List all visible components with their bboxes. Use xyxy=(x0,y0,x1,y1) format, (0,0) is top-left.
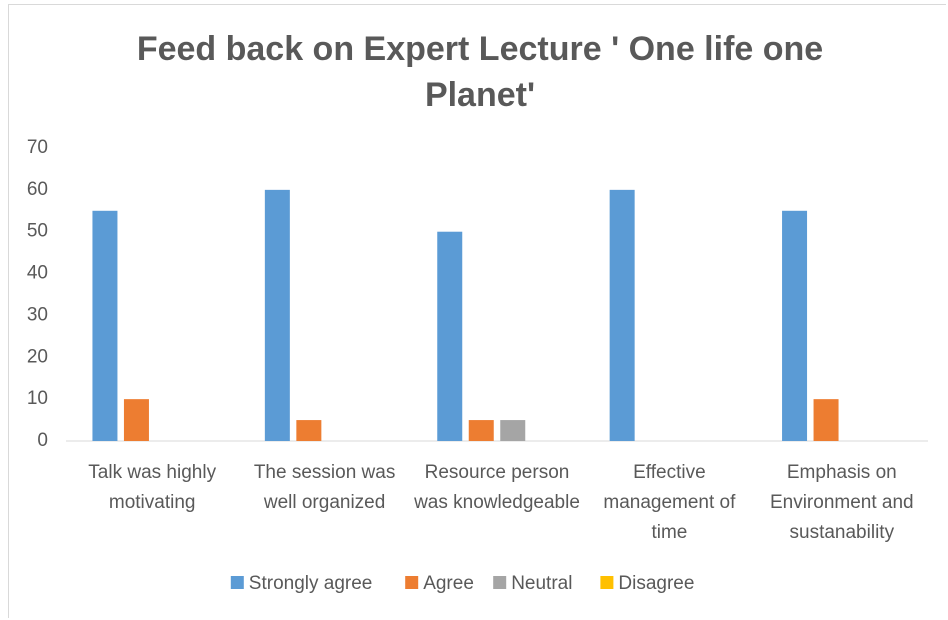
legend-swatch xyxy=(493,576,507,589)
bar xyxy=(500,420,526,441)
bar xyxy=(609,189,635,441)
bar xyxy=(468,420,494,441)
y-tick-label: 30 xyxy=(27,304,48,325)
x-tick-label: Effective management of time xyxy=(603,462,736,543)
x-tick-label: Emphasis on Environment and sustanabilit… xyxy=(769,462,914,543)
y-tick-label: 40 xyxy=(27,263,48,284)
chart-title: Feed back on Expert Lecture ' One life o… xyxy=(136,30,824,114)
legend-label: Agree xyxy=(423,573,474,594)
x-tick-label: The session was well organized xyxy=(253,462,396,513)
bar xyxy=(264,189,290,441)
bar xyxy=(92,210,118,441)
chart-frame xyxy=(8,4,946,618)
bar xyxy=(813,399,839,441)
y-tick-label: 70 xyxy=(27,137,48,158)
bar xyxy=(296,420,322,441)
legend-label: Disagree xyxy=(618,573,694,594)
bar xyxy=(123,399,149,441)
y-tick-label: 60 xyxy=(27,179,48,200)
legend-swatch xyxy=(230,576,244,589)
legend-label: Strongly agree xyxy=(249,573,373,594)
y-tick-label: 10 xyxy=(27,388,48,409)
y-tick-label: 20 xyxy=(27,346,48,367)
x-tick-label: Resource person was knowledgeable xyxy=(414,462,580,513)
legend-swatch xyxy=(405,576,419,589)
bar xyxy=(782,210,808,441)
y-tick-label: 0 xyxy=(37,430,48,451)
bar xyxy=(437,231,463,441)
x-tick-label: Talk was highly motivating xyxy=(88,462,217,513)
legend-swatch xyxy=(600,576,614,589)
y-tick-label: 50 xyxy=(27,221,48,242)
legend-label: Neutral xyxy=(511,573,572,594)
